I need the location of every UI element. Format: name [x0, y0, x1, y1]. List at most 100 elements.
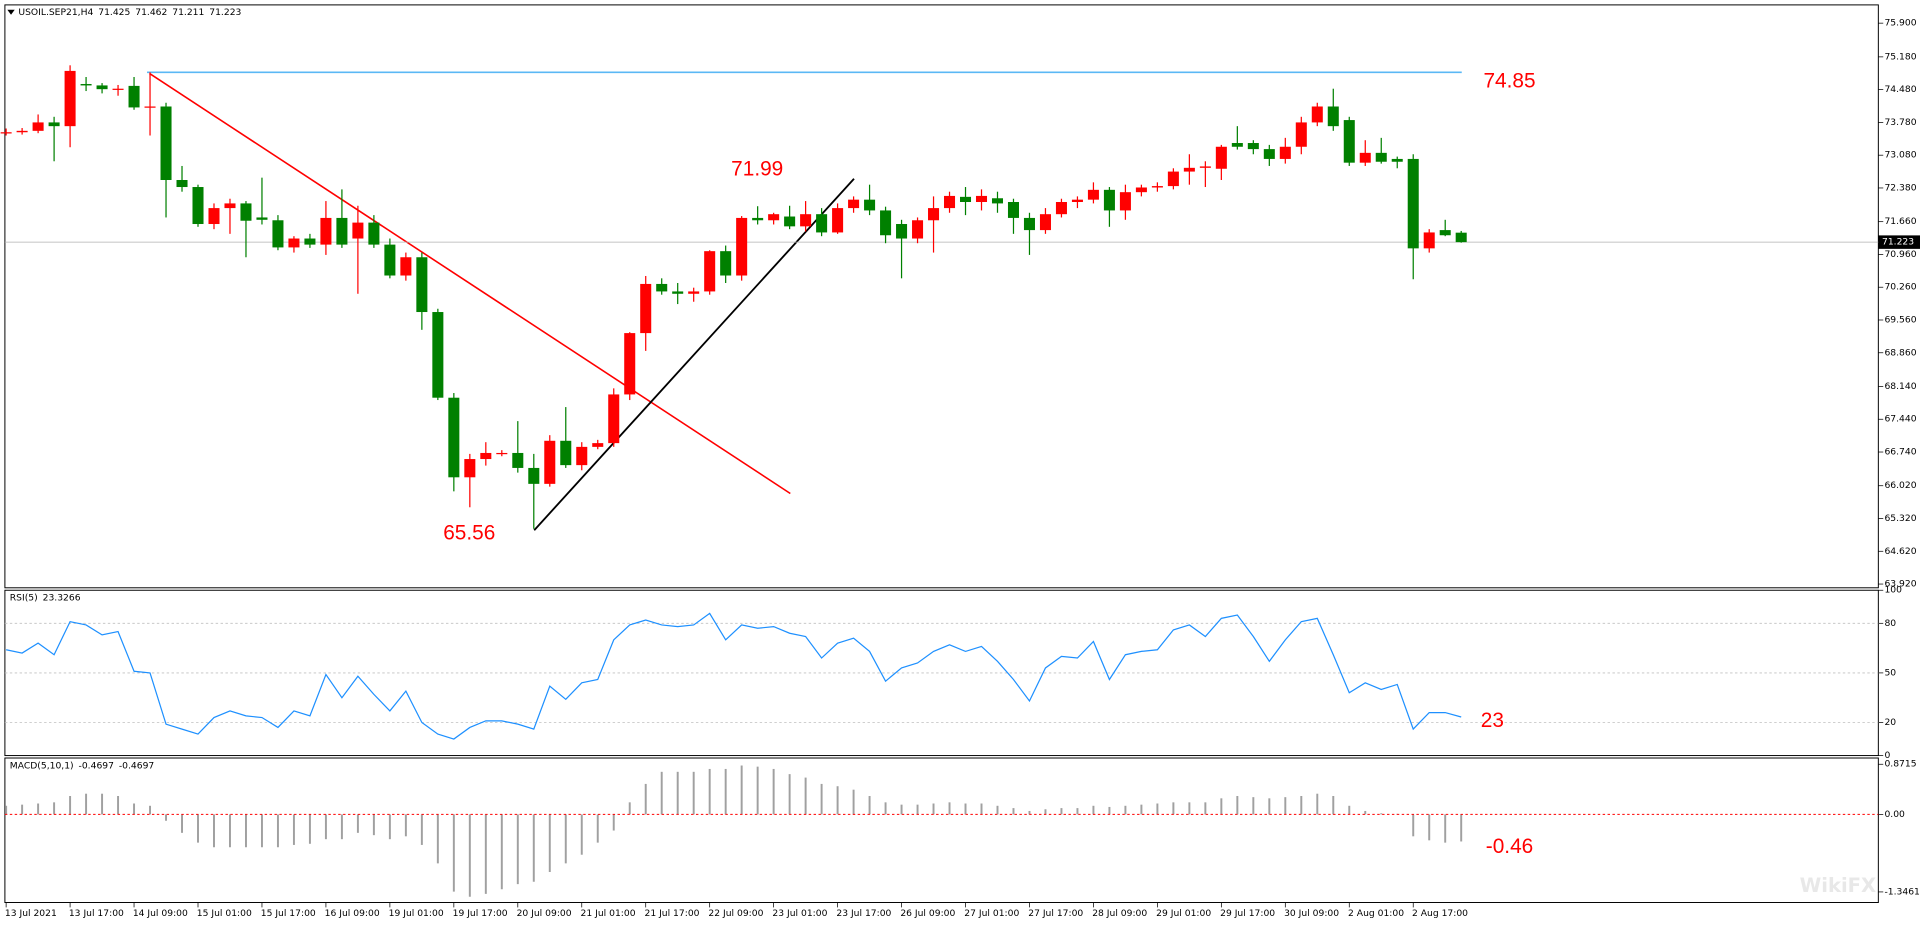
candle-body: [496, 452, 508, 455]
candle-body: [144, 106, 156, 108]
x-tick-label: 27 Jul 17:00: [1028, 908, 1083, 919]
candle-body: [0, 132, 12, 134]
candle-body: [1295, 122, 1307, 147]
candle-body: [1135, 187, 1147, 193]
indicator-value: -0.4697: [79, 760, 115, 771]
candle-body: [944, 195, 956, 209]
candle-body: [704, 251, 716, 292]
candle-body: [880, 210, 892, 236]
candle-body: [480, 452, 492, 460]
candle-body: [432, 312, 444, 398]
candle-body: [304, 238, 316, 245]
candle-body: [991, 198, 1004, 204]
candle-body: [1375, 152, 1387, 162]
candle-body: [400, 257, 412, 276]
x-tick-label: 29 Jul 17:00: [1220, 908, 1275, 919]
panel-frame: [4, 4, 1879, 589]
watermark: WikiFX: [1800, 874, 1877, 897]
candle-body: [1103, 189, 1115, 211]
annotation: 71.99: [731, 158, 783, 181]
y-tick-label: 0.00: [1884, 809, 1905, 820]
rsi-line: [6, 612, 1462, 740]
x-tick-label: 22 Jul 09:00: [708, 908, 763, 919]
candle-body: [336, 217, 348, 245]
candle-body: [848, 199, 860, 209]
candle-body: [752, 217, 764, 221]
level-label: 74.85: [1483, 70, 1535, 93]
candle-body: [720, 251, 732, 276]
indicator-value: -0.4697: [119, 760, 155, 771]
ohlc-value: 71.425: [98, 7, 130, 18]
y-tick-label: 68.140: [1884, 381, 1916, 392]
candle-body: [896, 224, 908, 239]
indicator-value: 23.3266: [43, 592, 81, 603]
x-tick-label: 30 Jul 09:00: [1284, 908, 1339, 919]
candle-body: [208, 208, 220, 225]
candle-body: [368, 222, 380, 245]
panel-title: RSI(5): [10, 592, 38, 603]
panel-header: RSI(5) 23.3266: [10, 592, 81, 603]
x-tick-label: 15 Jul 17:00: [261, 908, 316, 919]
candle-body: [624, 333, 636, 395]
candle-body: [80, 84, 92, 86]
candle-body: [1055, 202, 1067, 215]
candle-body: [688, 291, 700, 294]
candle-body: [1247, 143, 1259, 150]
candle-body: [960, 196, 972, 203]
y-tick-label: 66.020: [1884, 480, 1916, 491]
current-price-box: [1878, 235, 1920, 249]
x-tick-label: 2 Aug 01:00: [1348, 908, 1404, 919]
y-tick-label: 74.480: [1884, 84, 1916, 95]
y-tick-label: 72.380: [1884, 182, 1916, 193]
candle-body: [272, 220, 284, 248]
y-tick-label: 100: [1884, 585, 1902, 596]
candle-body: [1199, 166, 1211, 168]
candle-body: [1455, 232, 1467, 243]
annotation: 23: [1481, 709, 1504, 732]
x-tick-label: 13 Jul 2021: [5, 908, 57, 919]
y-tick-label: 64.620: [1884, 546, 1916, 557]
y-tick-label: 63.920: [1884, 579, 1916, 590]
x-tick-label: 29 Jul 01:00: [1156, 908, 1211, 919]
candle-body: [544, 440, 556, 484]
candle-body: [1215, 146, 1227, 169]
candle-body: [1007, 202, 1019, 218]
candle-body: [192, 187, 204, 225]
menu-triangle[interactable]: [7, 9, 15, 15]
candle-body: [160, 106, 172, 181]
candle-body: [1183, 167, 1195, 172]
candle-body: [1343, 120, 1355, 163]
candle-body: [224, 203, 236, 209]
candle-body: [864, 199, 876, 211]
candle-body: [1327, 106, 1339, 127]
candle-body: [1167, 171, 1179, 187]
candle-body: [240, 203, 252, 221]
y-tick-label: 70.260: [1884, 282, 1916, 293]
y-tick-label: 67.440: [1884, 414, 1916, 425]
candle-body: [48, 122, 60, 127]
y-tick-label: 20: [1884, 717, 1896, 728]
y-tick-label: 73.080: [1884, 150, 1916, 161]
y-tick-label: 66.740: [1884, 447, 1916, 458]
candle-body: [176, 180, 188, 188]
y-tick-label: 50: [1884, 667, 1896, 678]
candle-body: [384, 244, 396, 276]
ohlc-value: 71.462: [135, 7, 167, 18]
y-tick-label: 80: [1884, 618, 1896, 629]
x-tick-label: 16 Jul 09:00: [325, 908, 380, 919]
candle-body: [1279, 146, 1291, 159]
x-tick-label: 2 Aug 17:00: [1412, 908, 1468, 919]
candle-body: [464, 459, 476, 478]
candle-body: [608, 394, 620, 444]
annotation: -0.46: [1486, 835, 1533, 858]
candle-body: [800, 214, 812, 227]
candle-body: [1423, 232, 1435, 249]
candle-body: [512, 452, 524, 468]
candle-body: [816, 214, 828, 233]
candle-body: [416, 257, 428, 313]
x-tick-label: 19 Jul 17:00: [453, 908, 508, 919]
candle-body: [1151, 186, 1163, 188]
y-tick-label: 73.780: [1884, 117, 1916, 128]
